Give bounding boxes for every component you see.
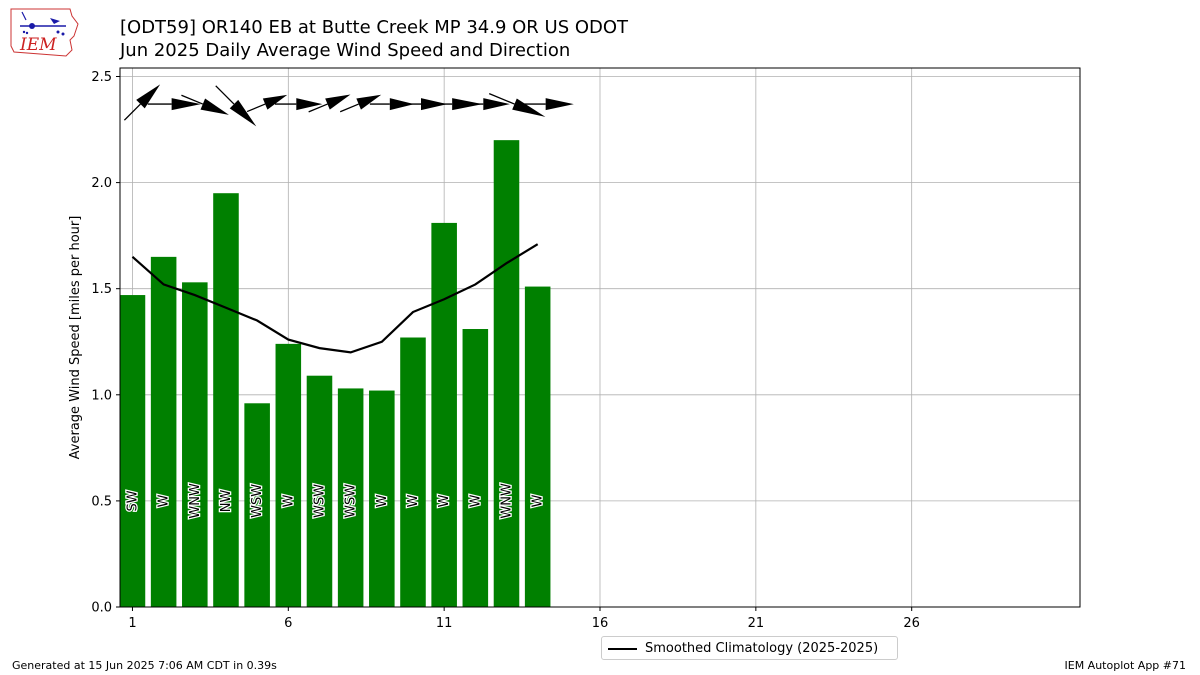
wind-arrow-shaft xyxy=(181,94,204,105)
bar xyxy=(119,295,146,607)
bar xyxy=(213,193,239,607)
direction-label: W xyxy=(157,494,172,507)
direction-label: WSW xyxy=(250,484,265,518)
y-tick-label: 2.0 xyxy=(91,176,112,191)
legend: Smoothed Climatology (2025-2025) xyxy=(601,636,898,660)
y-tick-label: 0.5 xyxy=(91,494,112,509)
wind-arrow-head xyxy=(325,94,351,110)
x-tick-label: 11 xyxy=(436,616,453,631)
bar xyxy=(400,337,426,607)
wind-arrow-shaft xyxy=(339,103,359,113)
grid xyxy=(120,68,1080,608)
y-tick-label: 1.0 xyxy=(91,388,112,403)
wind-arrow-shaft xyxy=(246,103,266,113)
direction-label: W xyxy=(375,494,390,507)
generated-timestamp: Generated at 15 Jun 2025 7:06 AM CDT in … xyxy=(12,659,277,672)
wind-arrows xyxy=(123,84,574,127)
wind-arrow-head xyxy=(136,84,161,109)
wind-arrow-head xyxy=(512,98,546,117)
iem-logo: IEM xyxy=(8,6,80,62)
x-tick-label: 26 xyxy=(903,616,920,631)
direction-labels: SW W WNW NW WSW W WSW WSW W W W W WNW W xyxy=(124,482,547,520)
logo-text: IEM xyxy=(19,35,57,55)
wind-arrow-head xyxy=(229,99,257,127)
wind-arrow-head xyxy=(200,98,229,115)
bar xyxy=(369,390,395,607)
wind-arrow-head xyxy=(356,94,382,110)
x-tick-label: 21 xyxy=(748,616,765,631)
legend-label: Smoothed Climatology (2025-2025) xyxy=(645,641,879,656)
direction-label: W xyxy=(468,494,483,507)
direction-label: WSW xyxy=(312,484,327,518)
x-tick-label: 16 xyxy=(592,616,609,631)
climatology-line xyxy=(131,243,539,354)
bar xyxy=(150,256,177,607)
direction-label: WNW xyxy=(188,483,203,519)
direction-label: SW xyxy=(125,490,140,511)
wind-arrow-head xyxy=(545,98,574,111)
direction-label: WNW xyxy=(499,483,514,519)
wind-arrow-shaft xyxy=(215,85,235,105)
bar xyxy=(493,140,520,608)
x-tick-label: 1 xyxy=(128,616,136,631)
chart-title: [ODT59] OR140 EB at Butte Creek MP 34.9 … xyxy=(120,17,629,38)
wind-arrow-head xyxy=(262,94,288,110)
direction-label: W xyxy=(437,494,452,507)
y-axis-label: Average Wind Speed [miles per hour] xyxy=(68,216,83,460)
bar xyxy=(182,282,208,607)
wind-arrow-head xyxy=(483,98,510,111)
bar xyxy=(431,222,457,607)
direction-label: W xyxy=(531,494,546,507)
bar xyxy=(337,388,364,607)
legend-line-swatch xyxy=(608,648,637,650)
bar xyxy=(524,286,551,607)
climatology xyxy=(131,243,539,354)
direction-label: W xyxy=(281,494,296,507)
bar xyxy=(462,329,489,607)
axis-ticks: 1 6 11 16 21 260.00.51.01.52.02.5 xyxy=(91,70,920,631)
x-tick-label: 6 xyxy=(284,616,292,631)
bar xyxy=(306,375,333,607)
bar xyxy=(275,343,302,607)
y-tick-label: 2.5 xyxy=(91,70,112,85)
direction-label: WSW xyxy=(344,484,359,518)
wind-arrow-head xyxy=(296,98,323,111)
wind-arrow-head xyxy=(171,98,201,111)
wind-arrow-shaft xyxy=(488,93,515,105)
wind-arrow-shaft xyxy=(308,103,328,113)
app-credit: IEM Autoplot App #71 xyxy=(1064,659,1187,672)
y-tick-label: 0.0 xyxy=(91,601,112,616)
wind-arrow-shaft xyxy=(123,103,141,121)
iowa-map-logo-icon: IEM xyxy=(10,8,79,57)
bar xyxy=(244,403,270,607)
direction-label: W xyxy=(406,494,421,507)
direction-label: NW xyxy=(219,489,234,512)
y-tick-label: 1.5 xyxy=(91,282,112,297)
chart-subtitle: Jun 2025 Daily Average Wind Speed and Di… xyxy=(120,40,571,61)
bars xyxy=(119,140,551,608)
